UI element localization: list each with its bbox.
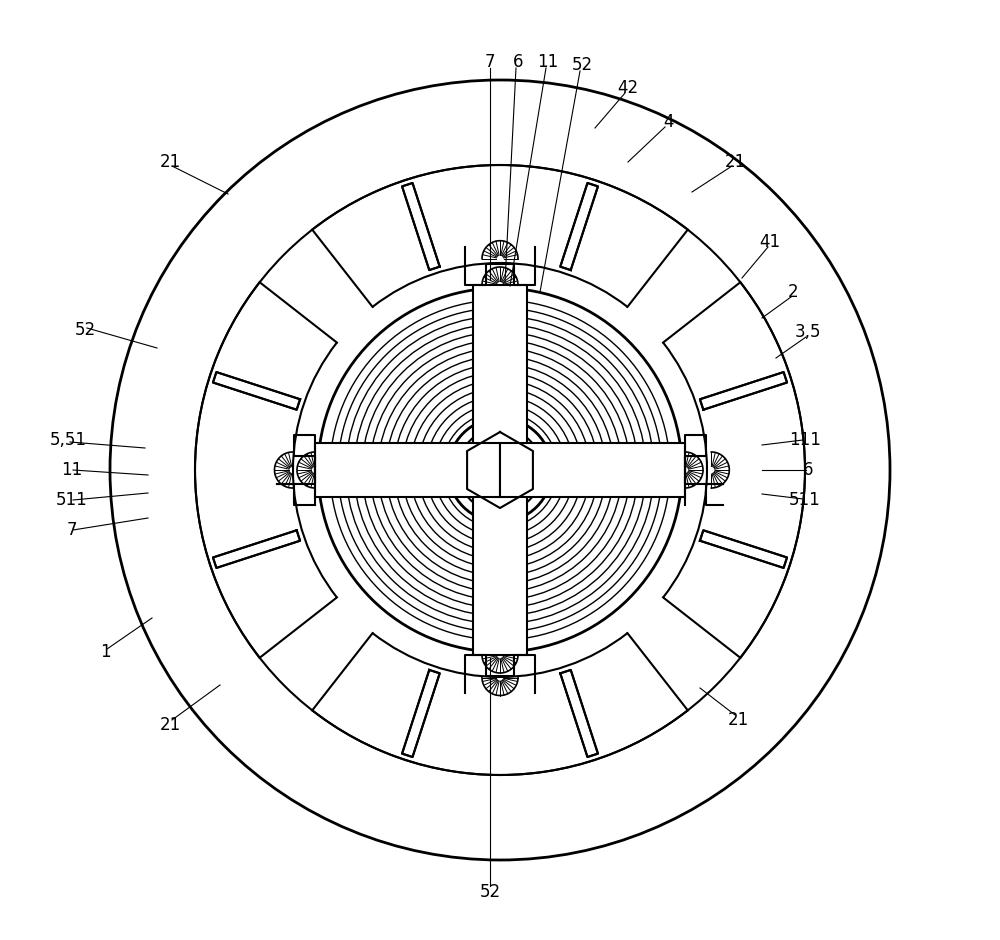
Bar [500, 443, 685, 497]
Text: 2: 2 [788, 283, 798, 301]
Text: 6: 6 [803, 461, 813, 479]
Text: 3,5: 3,5 [795, 323, 821, 341]
Text: 21: 21 [159, 716, 181, 734]
Text: 21: 21 [724, 153, 746, 171]
Text: 52: 52 [479, 883, 501, 901]
Text: 5,51: 5,51 [50, 431, 87, 449]
Text: 7: 7 [67, 521, 77, 539]
Text: 1: 1 [100, 643, 110, 661]
Text: 52: 52 [74, 321, 96, 339]
Text: 511: 511 [56, 491, 88, 509]
Polygon shape [402, 670, 440, 757]
Text: 52: 52 [571, 56, 593, 74]
Polygon shape [213, 530, 300, 568]
Polygon shape [560, 670, 598, 757]
Polygon shape [700, 530, 787, 568]
Text: 21: 21 [727, 711, 749, 729]
Text: 41: 41 [759, 233, 781, 251]
Bar [315, 443, 500, 497]
Bar [473, 470, 527, 655]
Polygon shape [560, 183, 598, 270]
Polygon shape [402, 183, 440, 270]
Text: 511: 511 [789, 491, 821, 509]
Text: 7: 7 [485, 53, 495, 71]
Text: 4: 4 [663, 113, 673, 131]
Text: 6: 6 [513, 53, 523, 71]
Text: 111: 111 [789, 431, 821, 449]
Text: 11: 11 [537, 53, 559, 71]
Polygon shape [213, 372, 300, 410]
Text: 11: 11 [61, 461, 83, 479]
Polygon shape [700, 372, 787, 410]
Text: 21: 21 [159, 153, 181, 171]
Bar [473, 285, 527, 470]
Text: 42: 42 [617, 79, 639, 97]
